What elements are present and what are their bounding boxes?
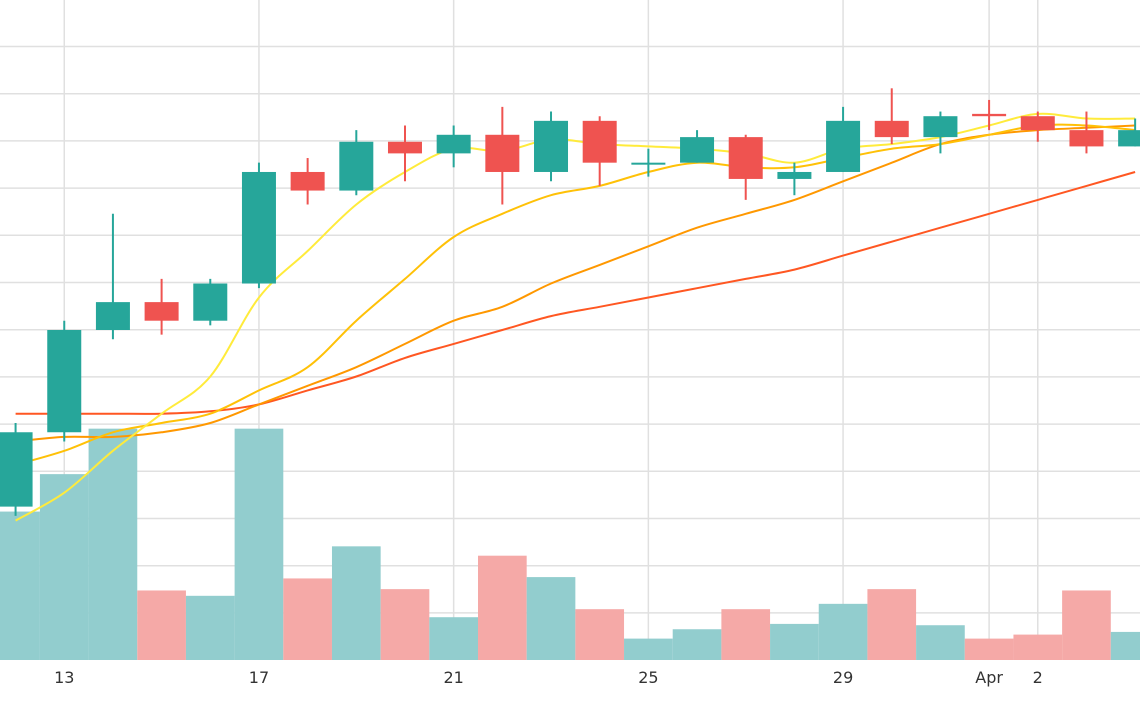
- candle-body: [47, 330, 82, 433]
- candle-body: [95, 302, 130, 330]
- candle-body: [923, 116, 958, 138]
- candle-body: [534, 120, 569, 172]
- candle-body: [290, 171, 325, 191]
- volume-bar: [234, 428, 284, 660]
- candle-body: [631, 162, 666, 165]
- candle-body: [972, 113, 1007, 117]
- candle-body: [485, 134, 520, 172]
- moving-average-line: [15, 112, 1136, 522]
- candlestick: [728, 134, 763, 200]
- volume-bar: [624, 638, 673, 660]
- volume-bar: [916, 625, 965, 660]
- grid-lines: [0, 0, 1140, 660]
- candlestick: [777, 162, 812, 196]
- moving-average-line: [15, 123, 1136, 466]
- candlestick: [1069, 111, 1104, 154]
- volume-bar: [721, 609, 771, 660]
- volume-bar: [88, 428, 138, 660]
- candle-body: [387, 141, 422, 154]
- candle-body: [826, 120, 861, 172]
- volume-bar: [770, 623, 819, 660]
- volume-bars: [0, 428, 1140, 660]
- candlestick: [339, 130, 374, 196]
- volume-bar: [185, 595, 235, 660]
- volume-bar: [964, 638, 1014, 660]
- candlestick: [874, 88, 909, 145]
- volume-bar: [1110, 631, 1140, 660]
- x-tick-label: 2: [1033, 668, 1043, 687]
- volume-bar: [283, 578, 332, 660]
- moving-average-line: [15, 124, 1136, 443]
- candlestick: [631, 148, 666, 177]
- x-tick-label: 13: [54, 668, 74, 687]
- volume-bar: [575, 609, 625, 660]
- candle-body: [1118, 130, 1140, 147]
- candle-body: [144, 302, 179, 321]
- x-tick-label: 21: [443, 668, 463, 687]
- candlestick: [534, 111, 569, 182]
- x-axis: 13 17 21 25 29 2 Apr: [54, 668, 1043, 687]
- candlestick: [241, 162, 276, 289]
- volume-bar: [331, 546, 381, 660]
- candle-body: [339, 141, 374, 191]
- candle-body: [436, 134, 471, 154]
- candlestick: [0, 422, 33, 516]
- candle-body: [728, 137, 763, 179]
- x-tick-label: 25: [638, 668, 658, 687]
- volume-bar: [867, 589, 917, 660]
- candle-body: [1069, 130, 1104, 147]
- candlestick: [582, 116, 617, 186]
- candlestick: [826, 106, 861, 172]
- candle-body: [680, 137, 715, 163]
- candlestick: [387, 125, 422, 182]
- candlestick: [680, 130, 715, 163]
- volume-bar: [39, 474, 89, 660]
- candle-body: [582, 120, 617, 163]
- volume-bar: [137, 590, 186, 660]
- moving-average-line: [15, 171, 1136, 415]
- candle-body: [1020, 116, 1055, 131]
- candle-body: [777, 171, 812, 179]
- volume-bar: [1062, 590, 1111, 660]
- candlestick: [144, 278, 179, 335]
- candle-body: [193, 283, 228, 321]
- candlestick: [436, 125, 471, 168]
- candlestick: [1020, 111, 1055, 142]
- volume-bar: [526, 577, 576, 660]
- volume-bar: [478, 555, 527, 660]
- candlestick: [923, 111, 958, 154]
- volume-bar: [0, 511, 40, 660]
- candlestick: [47, 320, 82, 442]
- candle-body: [0, 432, 33, 507]
- volume-bar: [1013, 634, 1063, 660]
- volume-bar: [429, 617, 479, 660]
- candlestick: [193, 278, 228, 326]
- volume-bar: [380, 589, 430, 660]
- x-tick-label: Apr: [975, 668, 1003, 687]
- x-tick-label: 29: [833, 668, 853, 687]
- candle-body: [874, 120, 909, 138]
- candlestick: [290, 158, 325, 205]
- volume-bar: [818, 603, 868, 660]
- candlesticks: [0, 88, 1140, 516]
- candlestick: [1118, 118, 1140, 147]
- moving-average-lines: [15, 112, 1136, 522]
- candle-body: [241, 171, 276, 284]
- volume-bar: [672, 629, 722, 660]
- candlestick: [95, 213, 130, 340]
- candlestick: [485, 106, 520, 205]
- candlestick: [972, 99, 1007, 131]
- x-tick-label: 17: [249, 668, 269, 687]
